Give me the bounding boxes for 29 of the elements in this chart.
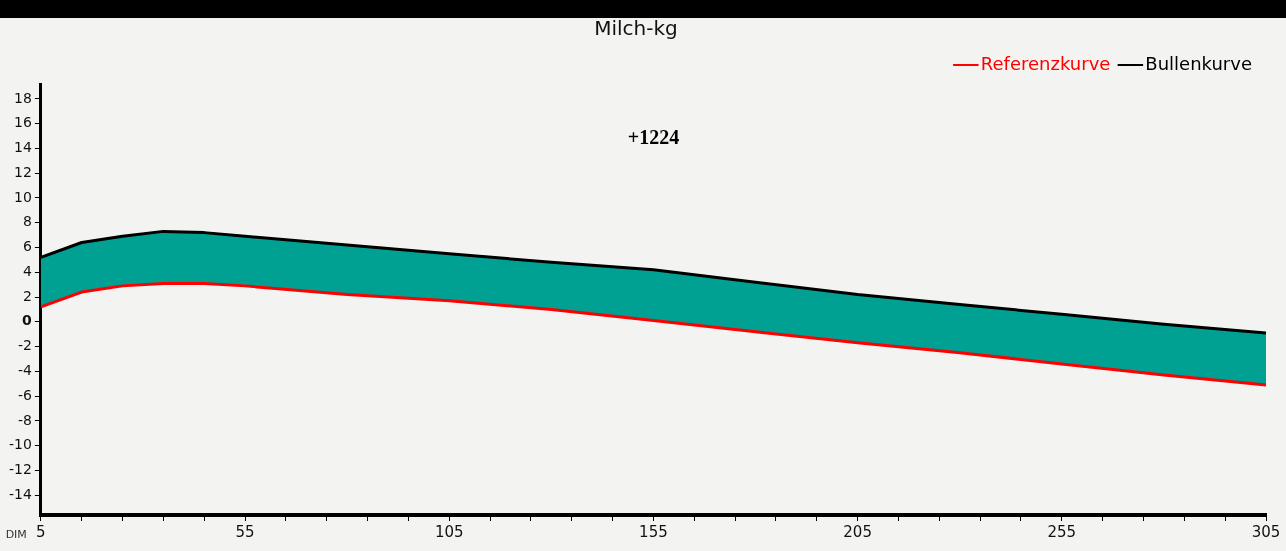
y-tick-label: 2 — [22, 287, 32, 304]
y-tick-label: -14 — [8, 485, 32, 502]
y-tick-label: -8 — [17, 411, 32, 428]
y-tick-label: -2 — [17, 337, 32, 354]
y-tick-label: 12 — [14, 163, 32, 180]
y-tick-label: 6 — [22, 238, 32, 255]
y-tick-label: -10 — [8, 436, 32, 453]
y-tick-label: -12 — [8, 461, 32, 478]
y-tick-label: -6 — [17, 386, 32, 403]
legend-label: Bullenkurve — [1145, 52, 1253, 74]
x-tick-label: 155 — [639, 522, 668, 541]
y-tick-label: 8 — [22, 213, 32, 230]
y-tick-label: 10 — [14, 188, 32, 205]
x-tick-label: 55 — [235, 522, 255, 541]
annotation: +1224 — [627, 126, 680, 149]
y-tick-label: -4 — [17, 361, 32, 378]
y-tick-label: 4 — [22, 262, 32, 279]
chart-title: Milch-kg — [594, 16, 678, 41]
x-axis-title: DIM — [5, 527, 27, 541]
y-tick-label: 18 — [14, 89, 32, 106]
y-tick-label: 14 — [14, 139, 32, 156]
y-tick-label: 0 — [22, 312, 33, 329]
y-tick-label: 16 — [14, 114, 32, 131]
x-tick-label: 5 — [36, 522, 46, 541]
x-tick-label: 255 — [1047, 522, 1077, 541]
x-tick-label: 105 — [434, 522, 464, 541]
legend-label: Referenzkurve — [980, 52, 1111, 74]
x-tick-label: 205 — [843, 522, 872, 541]
x-tick-label: 305 — [1251, 522, 1281, 541]
